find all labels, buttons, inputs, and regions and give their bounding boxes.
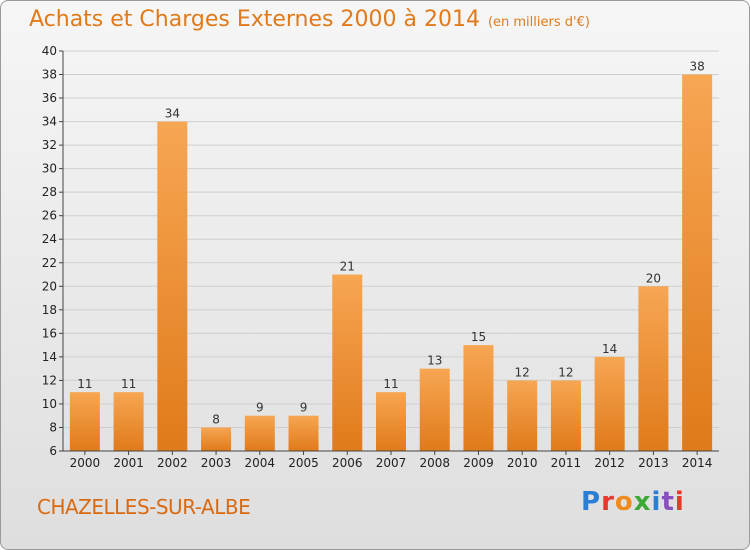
data-label: 12 — [558, 365, 573, 379]
bar-2009 — [463, 345, 494, 451]
data-label: 15 — [471, 330, 486, 344]
y-tick-label: 16 — [42, 326, 57, 340]
bar-2008 — [419, 368, 450, 451]
bar-2000 — [69, 392, 100, 451]
town-name: CHAZELLES-SUR-ALBE — [37, 495, 251, 519]
y-tick-label: 38 — [42, 68, 57, 82]
x-tick-label: 2006 — [332, 456, 363, 470]
data-label: 13 — [427, 354, 442, 368]
y-tick-label: 32 — [42, 138, 57, 152]
data-label: 14 — [602, 342, 617, 356]
y-tick-label: 14 — [42, 350, 57, 364]
bar-2001 — [113, 392, 144, 451]
x-tick-label: 2005 — [288, 456, 319, 470]
y-tick-label: 8 — [49, 420, 57, 434]
bar-2004 — [244, 415, 275, 451]
logo-letter: r — [601, 487, 615, 517]
x-tick-label: 2002 — [157, 456, 188, 470]
y-tick-label: 40 — [42, 44, 57, 58]
y-tick-label: 24 — [42, 232, 57, 246]
chart-title: Achats et Charges Externes 2000 à 2014 (e… — [29, 7, 590, 32]
data-labels: 11 11 34 8 9 9 21 11 13 15 12 12 14 20 38 — [77, 60, 705, 427]
y-tick-label: 36 — [42, 91, 57, 105]
data-label: 11 — [383, 377, 398, 391]
logo-letter: i — [651, 487, 662, 517]
x-tick-label: 2001 — [113, 456, 144, 470]
x-tick-label: 2012 — [594, 456, 625, 470]
data-label: 34 — [165, 107, 180, 121]
y-tick-label: 6 — [49, 444, 57, 458]
bar-2007 — [376, 392, 406, 451]
y-tick-label: 12 — [42, 373, 57, 387]
y-tick-label: 30 — [42, 162, 57, 176]
bar-2006 — [332, 274, 363, 451]
bars — [69, 74, 713, 452]
x-tick-label: 2009 — [463, 456, 494, 470]
logo-letter: x — [633, 487, 652, 517]
y-axis-ticks: 6 8 10 12 14 16 18 20 22 24 26 28 30 32 34 36 38 40 — [42, 44, 63, 458]
bar-2012 — [594, 356, 625, 451]
y-tick-label: 34 — [42, 115, 57, 129]
x-tick-label: 2007 — [376, 456, 407, 470]
bar-2011 — [550, 380, 581, 451]
proxiti-logo: Proxiti — [581, 487, 685, 517]
x-tick-label: 2003 — [201, 456, 232, 470]
x-tick-label: 2010 — [507, 456, 538, 470]
data-label: 20 — [646, 271, 661, 285]
logo-letter: P — [581, 487, 602, 517]
data-label: 9 — [256, 401, 264, 415]
logo-letter: o — [614, 487, 634, 517]
chart-subtitle: (en milliers d'€) — [487, 15, 590, 30]
chart-title-text: Achats et Charges Externes 2000 à 2014 — [29, 7, 480, 32]
x-tick-label: 2014 — [682, 456, 713, 470]
data-label: 21 — [340, 260, 355, 274]
x-tick-label: 2013 — [638, 456, 669, 470]
data-label: 9 — [300, 401, 308, 415]
y-tick-label: 28 — [42, 185, 57, 199]
logo-letter: t — [661, 487, 675, 517]
bar-2002 — [157, 121, 188, 452]
y-tick-label: 26 — [42, 209, 57, 223]
bar-2003 — [201, 427, 232, 451]
bar-2013 — [638, 286, 669, 451]
x-tick-label: 2011 — [551, 456, 582, 470]
y-tick-label: 20 — [42, 279, 57, 293]
bar-2010 — [507, 380, 538, 451]
logo-letter: i — [674, 487, 685, 517]
x-axis-ticks: 2000 2001 2002 2003 2004 2005 2006 2007 2008 2009… — [70, 451, 713, 470]
data-label: 38 — [689, 60, 704, 74]
bar-2005 — [288, 415, 319, 451]
data-label: 11 — [77, 377, 92, 391]
data-label: 8 — [212, 412, 220, 426]
y-tick-label: 22 — [42, 256, 57, 270]
x-tick-label: 2004 — [245, 456, 276, 470]
bar-2014 — [682, 74, 713, 451]
y-tick-label: 18 — [42, 303, 57, 317]
y-tick-label: 10 — [42, 397, 57, 411]
x-tick-label: 2008 — [419, 456, 450, 470]
data-label: 11 — [121, 377, 136, 391]
x-tick-label: 2000 — [70, 456, 101, 470]
data-label: 12 — [515, 365, 530, 379]
